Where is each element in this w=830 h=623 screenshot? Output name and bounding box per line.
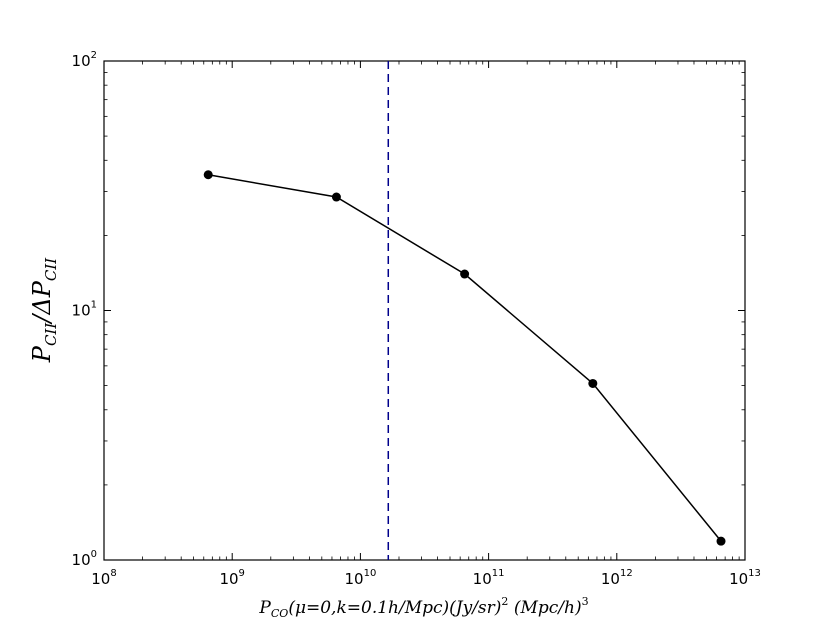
- x-tick-exponent: 12: [620, 568, 633, 579]
- x-label-squared: 2: [501, 595, 508, 608]
- x-tick-label: 1010: [344, 568, 376, 588]
- y-label-p1: P: [28, 345, 56, 363]
- y-label-sub1: CII: [42, 322, 60, 346]
- x-tick-base: 10: [601, 570, 620, 588]
- x-tick-base: 10: [729, 570, 748, 588]
- x-tick-base: 10: [219, 570, 238, 588]
- x-label-mpc: (Mpc/h): [508, 598, 581, 618]
- plot-frame: [103, 60, 746, 561]
- x-tick-exponent: 9: [239, 568, 245, 579]
- x-tick-base: 10: [473, 570, 492, 588]
- series-line: [208, 174, 722, 542]
- data-point: [203, 170, 213, 180]
- y-tick-exponent: 2: [91, 50, 97, 61]
- y-tick-base: 10: [72, 302, 91, 320]
- x-tick-base: 10: [344, 570, 363, 588]
- y-label-sub2: CII: [42, 257, 60, 281]
- x-label-p-sub: CO: [271, 607, 288, 620]
- y-tick-label: 101: [72, 300, 97, 320]
- x-label-cubed: 3: [582, 595, 589, 608]
- y-tick-base: 10: [72, 52, 91, 70]
- x-label-args: (μ=0,k=0.1h/Mpc)(Jy/sr): [288, 598, 501, 618]
- y-tick-base: 10: [72, 551, 91, 569]
- minor-ticks: [104, 61, 745, 560]
- x-tick-label: 1013: [729, 568, 761, 588]
- x-tick-labels: 108 109 1010 1011 1012 1013: [91, 568, 761, 588]
- x-tick-exponent: 11: [492, 568, 505, 579]
- x-tick-label: 1011: [473, 568, 505, 588]
- x-tick-base: 10: [91, 570, 110, 588]
- y-tick-exponent: 0: [91, 549, 97, 560]
- y-axis-label: PCII/ΔPCII: [28, 257, 60, 363]
- major-ticks: [103, 60, 746, 561]
- y-tick-label: 100: [72, 549, 97, 569]
- x-label-p: P: [258, 598, 271, 618]
- data-point: [588, 378, 598, 388]
- y-tick-label: 102: [72, 50, 97, 70]
- x-tick-exponent: 8: [110, 568, 116, 579]
- x-axis-label: PCO(μ=0,k=0.1h/Mpc)(Jy/sr)2 (Mpc/h)3: [258, 595, 588, 620]
- x-tick-exponent: 10: [364, 568, 377, 579]
- x-tick-label: 1012: [601, 568, 633, 588]
- y-tick-exponent: 1: [91, 300, 97, 311]
- data-point: [460, 269, 470, 279]
- x-tick-label: 109: [219, 568, 244, 588]
- x-tick-exponent: 13: [748, 568, 761, 579]
- y-label-slash: /ΔP: [28, 280, 56, 324]
- data-points: [203, 170, 726, 546]
- x-tick-label: 108: [91, 568, 116, 588]
- data-point: [331, 192, 341, 202]
- data-point: [716, 536, 726, 546]
